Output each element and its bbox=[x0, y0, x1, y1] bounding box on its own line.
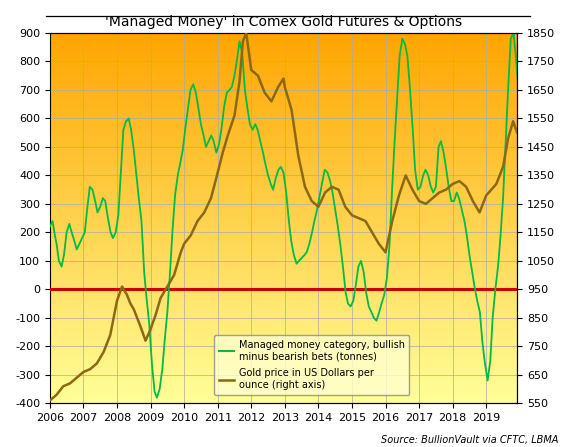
Legend: Managed money category, bullish
minus bearish bets (tonnes), Gold price in US Do: Managed money category, bullish minus be… bbox=[214, 335, 409, 395]
Text: Source: BullionVault via CFTC, LBMA: Source: BullionVault via CFTC, LBMA bbox=[381, 435, 559, 445]
Title: 'Managed Money' in Comex Gold Futures & Options: 'Managed Money' in Comex Gold Futures & … bbox=[105, 15, 462, 29]
